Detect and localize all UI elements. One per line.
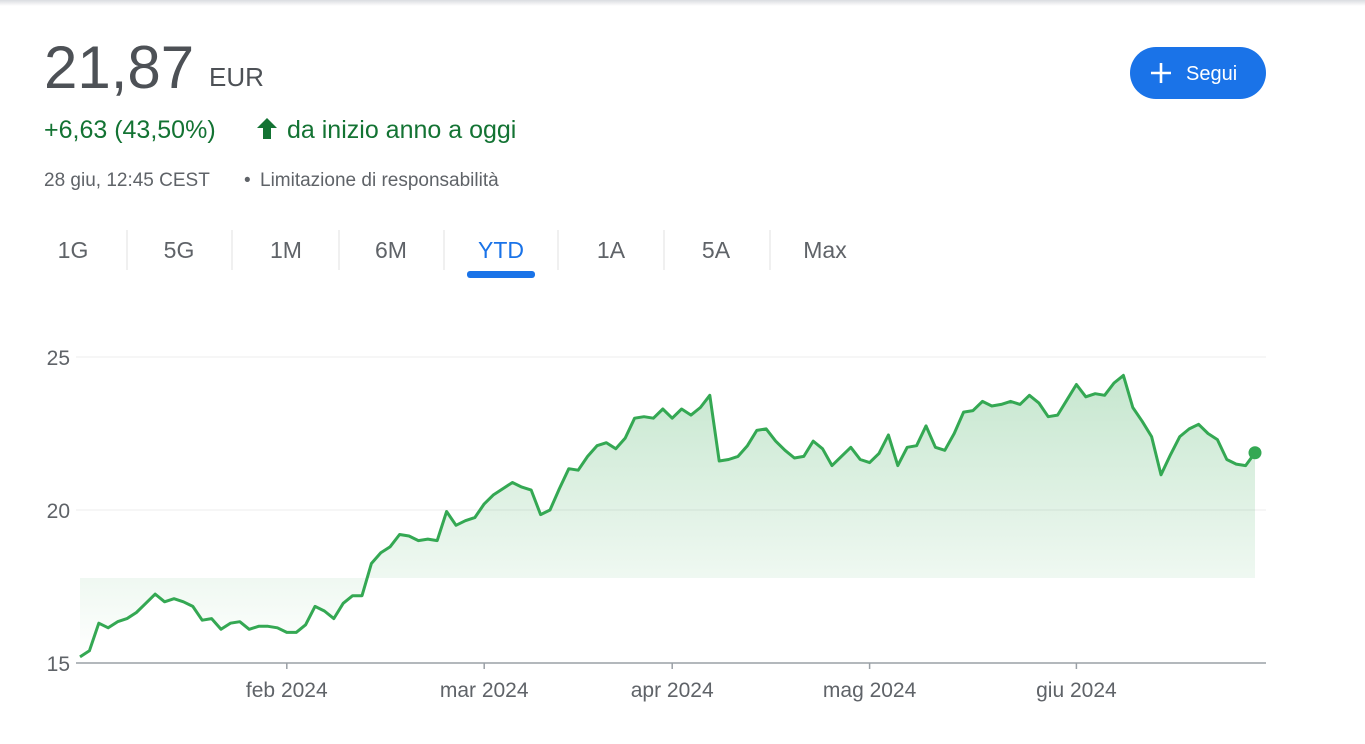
area xyxy=(80,375,1255,657)
top-shadow xyxy=(0,0,1365,6)
follow-button-label[interactable]: Segui xyxy=(1186,63,1237,85)
tab[interactable]: 1M xyxy=(270,237,302,263)
tab[interactable]: 5G xyxy=(164,237,195,263)
follow-button-bg[interactable] xyxy=(1130,47,1266,99)
tab[interactable]: 1G xyxy=(58,237,89,263)
x-tick-label: mag 2024 xyxy=(823,679,917,702)
last-point xyxy=(1248,446,1262,460)
disclaimer-link[interactable]: Limitazione di responsabilità xyxy=(260,170,499,191)
change-label: da inizio anno a oggi xyxy=(287,116,516,144)
tab[interactable]: 5A xyxy=(702,237,731,263)
tab[interactable]: 6M xyxy=(375,237,407,263)
follow-button[interactable]: Segui xyxy=(1130,47,1266,99)
x-tick-label: feb 2024 xyxy=(246,679,328,702)
price: 21,87 xyxy=(44,34,194,101)
change: +6,63 (43,50%) xyxy=(44,116,216,144)
plus-icon xyxy=(1151,63,1171,83)
tab-underline xyxy=(467,271,535,278)
y-tick-label: 15 xyxy=(47,653,70,676)
y-tick-label: 25 xyxy=(47,347,70,370)
currency: EUR xyxy=(209,62,264,92)
timestamp: 28 giu, 12:45 CEST xyxy=(44,170,210,191)
tab[interactable]: 1A xyxy=(597,237,626,263)
price-line xyxy=(79,373,1257,659)
y-tick-label: 20 xyxy=(47,500,70,523)
x-tick-label: giu 2024 xyxy=(1036,679,1117,702)
tab[interactable]: YTD xyxy=(478,237,524,263)
x-tick-label: apr 2024 xyxy=(631,679,714,702)
x-tick-label: mar 2024 xyxy=(440,679,529,702)
up-arrow-icon xyxy=(257,118,277,139)
separator: • xyxy=(244,170,251,191)
tab[interactable]: Max xyxy=(803,237,847,263)
